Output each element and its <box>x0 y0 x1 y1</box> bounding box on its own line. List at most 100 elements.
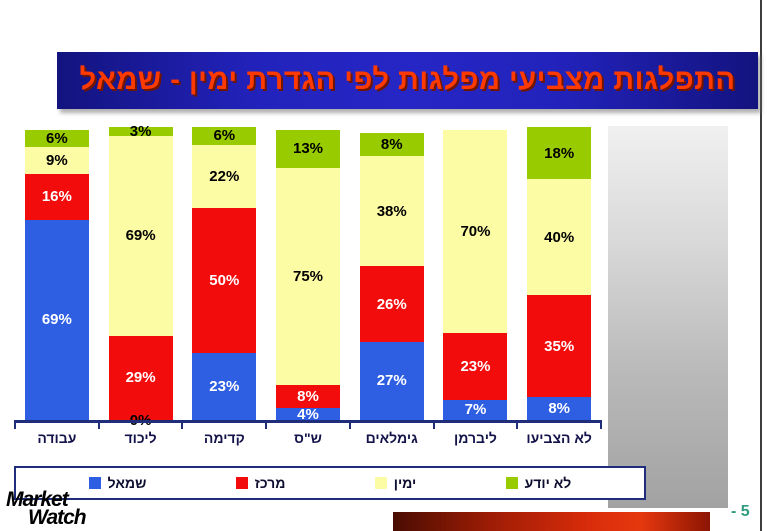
legend-item-right: ימין <box>374 475 417 491</box>
segment-value-label: 75% <box>293 267 324 285</box>
bar-slot-2: 6% 22% 50% 23% <box>182 127 266 420</box>
bar-slot-1: 3%69%29%0% <box>99 124 183 428</box>
legend-swatch-right <box>374 477 387 489</box>
bar-segment-left: 7% <box>443 399 508 420</box>
right-edge-rule <box>760 0 762 531</box>
segment-value-label: 50% <box>209 272 240 290</box>
bar-segment-left: 8% <box>527 396 592 420</box>
legend-label-left: שמאל <box>107 475 147 491</box>
logo-text-market: Market <box>6 488 69 511</box>
category-label-4: גימלאים <box>365 430 418 446</box>
bar-slot-5: 70% 23% 7% <box>434 130 518 420</box>
legend-swatch-center <box>235 477 248 489</box>
category-label-1: ליכוד <box>124 430 157 446</box>
axis-tick <box>14 423 16 429</box>
bar-segment-center: 50% <box>192 208 257 354</box>
bar-segment-right: 70% <box>443 130 508 334</box>
axis-tick <box>265 423 267 429</box>
bar-segment-left: 69% <box>24 219 89 420</box>
legend-swatch-dont-know <box>505 477 518 489</box>
bottom-red-decoration-bar <box>393 512 710 531</box>
bar-segment-center: 26% <box>359 266 424 342</box>
bar-segment-dont-know: 8% <box>359 132 424 157</box>
axis-tick <box>516 423 518 429</box>
legend-label-right: ימין <box>393 475 417 491</box>
stacked-bar-4: 8% 38% 26% 27% <box>359 132 424 420</box>
bar-slot-3: 13% 75% 8% 4% <box>266 130 350 422</box>
category-label-6: לא הצביעו <box>526 430 592 446</box>
segment-value-label: 70% <box>460 223 491 241</box>
stacked-bar-5: 70% 23% 7% <box>443 130 508 420</box>
category-axis-labels: עבודה ליכוד קדימה ש"ס גימלאים ליברמן לא הצביעו <box>15 430 601 446</box>
segment-value-label: 40% <box>544 228 575 246</box>
bar-segment-center: 8% <box>276 385 341 409</box>
legend-item-left: שמאל <box>88 475 147 491</box>
stacked-bar-2: 6% 22% 50% 23% <box>192 127 257 420</box>
segment-value-label: 8% <box>380 136 403 154</box>
bar-segment-right: 38% <box>359 156 424 267</box>
segment-value-label: 69% <box>125 227 156 245</box>
category-label-2: קדימה <box>203 430 245 446</box>
x-axis <box>14 420 602 429</box>
bar-segment-center: 23% <box>443 333 508 400</box>
bar-segment-right: 75% <box>276 167 341 386</box>
legend-item-dont-know: לא יודע <box>505 475 572 491</box>
bar-segment-left: 4% <box>276 407 341 422</box>
stacked-bar-6: 18% 40% 35% 8% <box>527 127 592 420</box>
segment-value-label: 38% <box>376 202 407 220</box>
segment-value-label: 18% <box>544 144 575 162</box>
stacked-bar-3: 13% 75% 8% 4% <box>276 130 341 422</box>
segment-value-label: 35% <box>544 337 575 355</box>
marketwatch-logo: Market Watch <box>6 488 87 529</box>
axis-tick <box>181 423 183 429</box>
segment-value-label: 7% <box>464 401 487 419</box>
segment-value-label: 69% <box>41 311 72 329</box>
bar-slot-0: 6% 9% 16% 69% <box>15 130 99 420</box>
segment-value-label: 6% <box>46 130 68 148</box>
plot-area: 6%9%16%69%3%69%29%0%6%22%50%23%13%75%8%4… <box>15 124 601 428</box>
bar-segment-dont-know: 6% <box>24 130 89 148</box>
axis-tick <box>98 423 100 429</box>
segment-value-label: 23% <box>209 378 240 396</box>
axis-tick <box>433 423 435 429</box>
segment-value-label: 13% <box>293 140 324 158</box>
bar-segment-center: 35% <box>527 295 592 397</box>
category-label-0: עבודה <box>37 430 77 446</box>
segment-value-label: 27% <box>376 372 407 390</box>
segment-value-label: 6% <box>213 127 236 145</box>
gray-gradient-band <box>608 126 728 508</box>
bar-slot-6: 18% 40% 35% 8% <box>517 127 601 420</box>
bar-segment-dont-know: 18% <box>527 127 592 180</box>
chart-legend: שמאל מרכז ימין לא יודע <box>14 466 646 500</box>
page-number: - 5 <box>731 503 750 520</box>
stacked-bar-0: 6% 9% 16% 69% <box>24 130 89 420</box>
bar-segment-right: 22% <box>192 144 257 209</box>
bar-segment-dont-know: 3% <box>108 124 173 139</box>
segment-value-label: 8% <box>297 388 319 406</box>
bar-segment-dont-know: 13% <box>276 130 341 168</box>
bar-segment-left: 23% <box>192 353 257 420</box>
bar-slot-4: 8% 38% 26% 27% <box>350 130 434 420</box>
segment-value-label: 22% <box>209 167 240 185</box>
bar-segment-left: 27% <box>359 341 424 420</box>
stacked-bar-1: 3%69%29%0% <box>108 124 173 428</box>
segment-value-label: 29% <box>125 369 156 387</box>
bar-segment-center: 29% <box>108 335 173 420</box>
legend-label-dont-know: לא יודע <box>524 475 572 491</box>
bar-segment-right: 69% <box>108 135 173 336</box>
segment-value-label: 8% <box>548 399 571 417</box>
axis-tick <box>349 423 351 429</box>
page-title: התפלגות מצביעי מפלגות לפי הגדרת ימין - ש… <box>79 64 736 96</box>
legend-item-center: מרכז <box>235 475 286 491</box>
segment-value-label: 16% <box>41 188 72 206</box>
segment-value-label: 23% <box>460 357 491 375</box>
logo-text-watch: Watch <box>28 506 87 529</box>
bar-segment-dont-know: 6% <box>192 127 257 145</box>
legend-label-center: מרכז <box>254 475 286 491</box>
segment-value-label: 9% <box>46 151 68 169</box>
bar-segment-right: 9% <box>24 147 89 174</box>
category-label-3: ש"ס <box>294 430 322 446</box>
category-label-5: ליברמן <box>453 430 497 446</box>
slide-title-bar: התפלגות מצביעי מפלגות לפי הגדרת ימין - ש… <box>57 52 758 109</box>
